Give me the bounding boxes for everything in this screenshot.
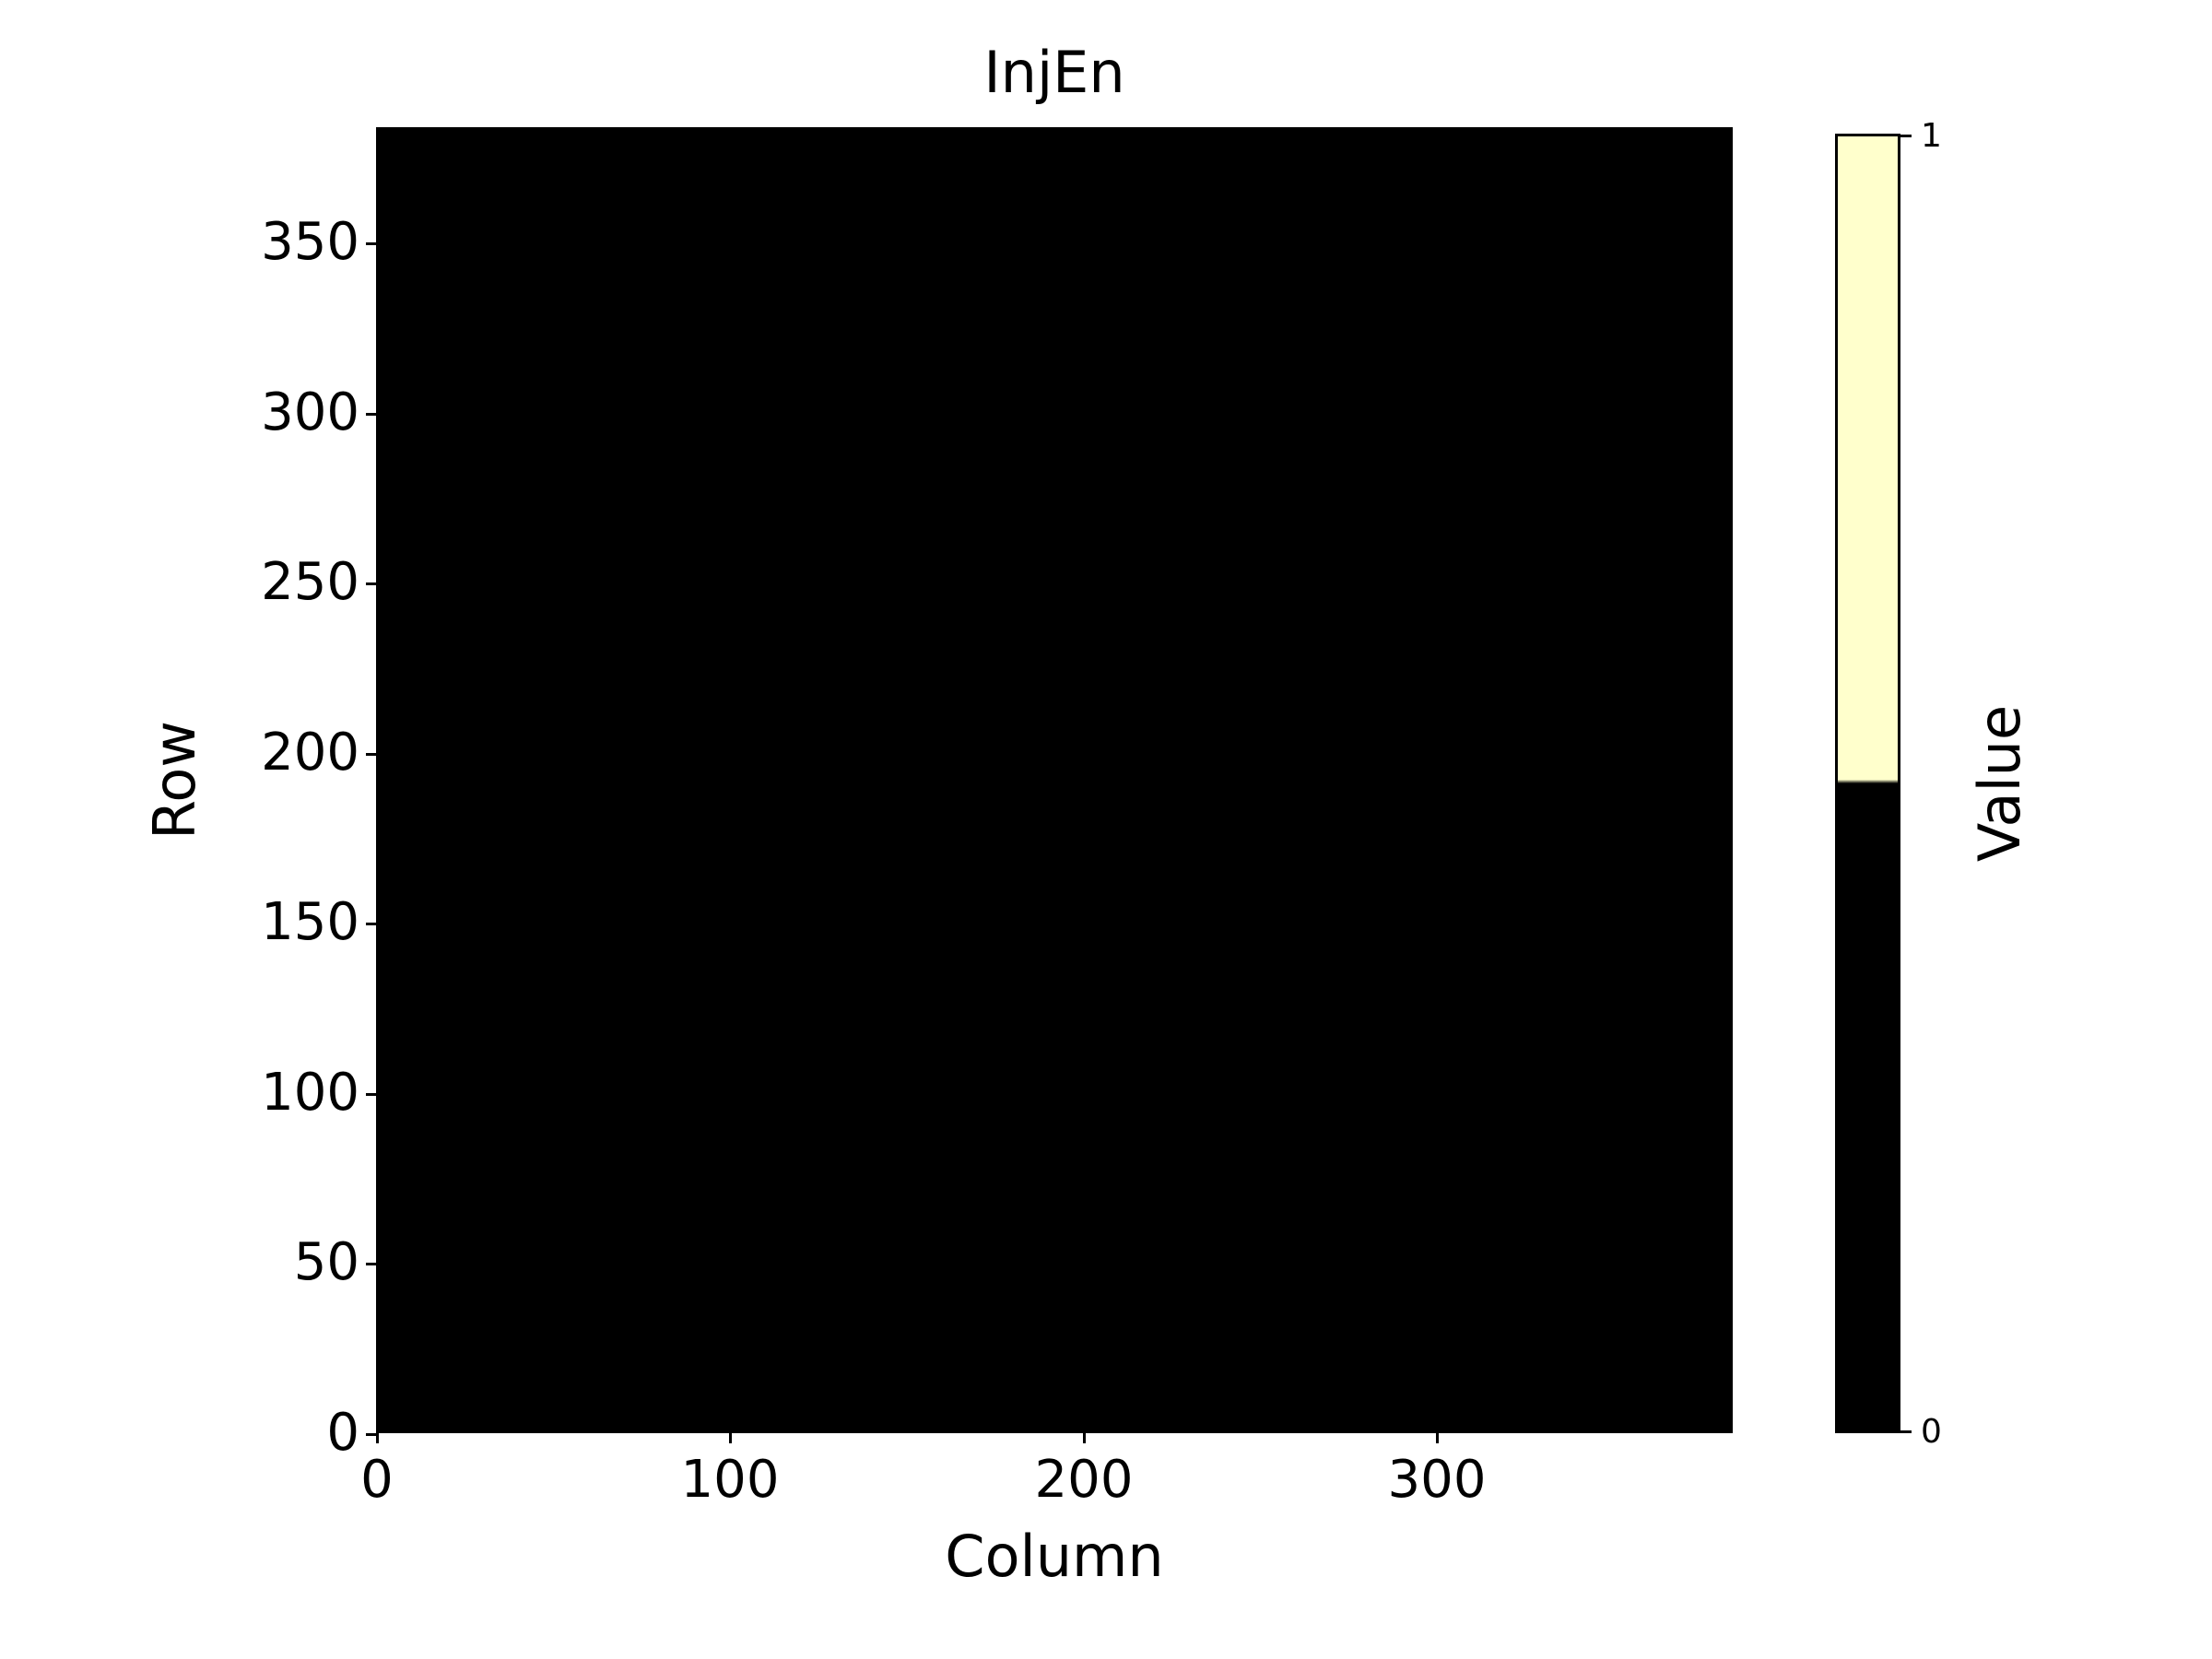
colorbar-label: Value: [1966, 704, 2033, 863]
ytick-mark-150: [366, 923, 376, 925]
xtick-label-100: 100: [680, 1450, 780, 1510]
ytick-label-350: 350: [261, 212, 359, 272]
ytick-mark-50: [366, 1263, 376, 1265]
xtick-mark-200: [1083, 1433, 1086, 1443]
xtick-label-300: 300: [1387, 1450, 1487, 1510]
xtick-mark-100: [729, 1433, 732, 1443]
ytick-label-250: 250: [261, 552, 359, 612]
ytick-label-100: 100: [261, 1063, 359, 1123]
colorbar-gradient: [1838, 136, 1898, 1430]
colorbar-tick-mark-1: [1900, 135, 1912, 137]
ytick-label-0: 0: [326, 1403, 359, 1463]
xtick-label-0: 0: [360, 1450, 394, 1510]
heatmap-image: [376, 127, 1733, 1433]
y-axis-label: Row: [141, 721, 208, 840]
ytick-label-300: 300: [261, 382, 359, 442]
xtick-label-200: 200: [1034, 1450, 1134, 1510]
ytick-label-200: 200: [261, 723, 359, 782]
colorbar-tick-label-1: 1: [1921, 117, 1942, 155]
ytick-label-50: 50: [293, 1232, 359, 1292]
chart-title: InjEn: [983, 39, 1125, 106]
ytick-label-150: 150: [261, 892, 359, 952]
ytick-mark-350: [366, 242, 376, 245]
ytick-mark-0: [366, 1433, 376, 1436]
xtick-mark-0: [376, 1433, 379, 1443]
ytick-mark-100: [366, 1093, 376, 1096]
colorbar[interactable]: [1835, 134, 1900, 1433]
ytick-mark-200: [366, 753, 376, 756]
xtick-mark-300: [1436, 1433, 1439, 1443]
x-axis-label: Column: [945, 1523, 1164, 1590]
colorbar-tick-mark-0: [1900, 1430, 1912, 1433]
ytick-mark-250: [366, 582, 376, 585]
ytick-mark-300: [366, 413, 376, 416]
colorbar-tick-label-0: 0: [1921, 1413, 1942, 1451]
heatmap-axes[interactable]: [366, 127, 1733, 1443]
